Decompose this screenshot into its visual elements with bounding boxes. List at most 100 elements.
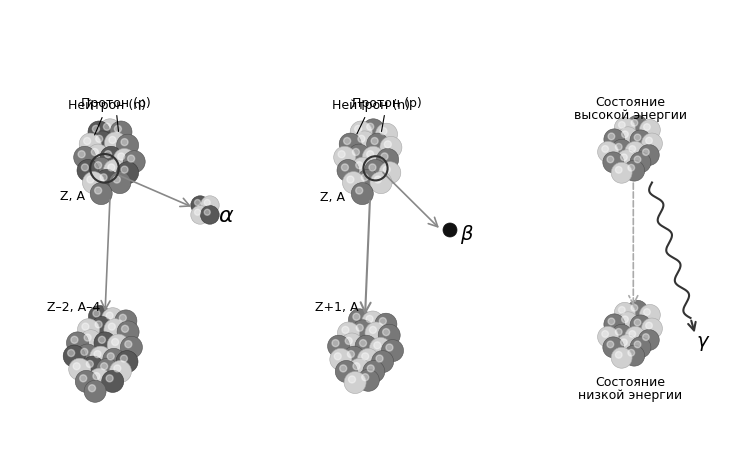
Circle shape (386, 344, 393, 351)
Circle shape (611, 162, 632, 183)
Circle shape (107, 353, 114, 360)
Circle shape (634, 134, 640, 141)
Circle shape (352, 320, 374, 342)
Circle shape (631, 119, 638, 126)
Circle shape (204, 200, 210, 205)
Text: Нейтрон (n): Нейтрон (n) (68, 99, 146, 135)
Circle shape (106, 312, 113, 319)
Circle shape (104, 132, 127, 154)
Circle shape (115, 310, 137, 332)
Circle shape (116, 351, 138, 372)
Circle shape (94, 332, 116, 354)
Circle shape (87, 144, 109, 166)
Circle shape (374, 176, 382, 183)
Circle shape (359, 339, 367, 346)
Circle shape (337, 160, 359, 182)
Circle shape (374, 342, 381, 349)
Circle shape (115, 126, 122, 133)
Circle shape (376, 355, 383, 362)
Circle shape (352, 149, 359, 156)
Circle shape (81, 348, 88, 355)
Circle shape (628, 349, 634, 356)
Circle shape (646, 137, 652, 144)
Circle shape (362, 119, 384, 141)
Circle shape (338, 151, 345, 158)
Circle shape (362, 174, 368, 181)
Circle shape (94, 162, 102, 169)
Circle shape (117, 321, 139, 343)
Circle shape (119, 314, 126, 321)
Circle shape (82, 323, 89, 330)
Circle shape (342, 327, 349, 333)
Circle shape (128, 155, 135, 162)
Circle shape (604, 129, 625, 150)
Circle shape (347, 176, 354, 183)
Circle shape (109, 136, 116, 143)
Circle shape (347, 351, 355, 358)
Circle shape (86, 361, 93, 368)
Circle shape (78, 151, 86, 158)
Circle shape (351, 183, 374, 204)
Circle shape (362, 374, 369, 381)
Circle shape (641, 133, 662, 154)
Circle shape (624, 345, 645, 366)
Circle shape (330, 348, 352, 371)
Circle shape (620, 154, 627, 160)
Circle shape (598, 327, 619, 347)
Circle shape (383, 166, 390, 173)
Circle shape (357, 169, 379, 192)
Circle shape (68, 349, 75, 356)
Circle shape (369, 164, 376, 171)
Circle shape (644, 309, 650, 315)
Circle shape (348, 144, 370, 166)
Circle shape (118, 153, 124, 160)
Circle shape (95, 321, 102, 328)
Text: β: β (460, 226, 472, 244)
Circle shape (350, 121, 372, 143)
Circle shape (194, 200, 200, 205)
Text: высокой энергии: высокой энергии (574, 109, 686, 122)
Circle shape (598, 142, 619, 162)
Text: α: α (218, 205, 232, 226)
Circle shape (629, 330, 636, 337)
Circle shape (334, 353, 341, 360)
Circle shape (370, 327, 376, 333)
Circle shape (121, 166, 128, 173)
Circle shape (91, 317, 112, 338)
Circle shape (366, 315, 374, 322)
Circle shape (88, 121, 110, 143)
Circle shape (63, 345, 86, 367)
Circle shape (339, 133, 362, 155)
Circle shape (602, 145, 608, 152)
Circle shape (355, 126, 362, 133)
Circle shape (353, 131, 376, 153)
Circle shape (88, 305, 110, 328)
Circle shape (328, 335, 350, 357)
Circle shape (646, 322, 652, 329)
Circle shape (625, 142, 646, 162)
Circle shape (640, 304, 660, 325)
Circle shape (353, 313, 360, 320)
Circle shape (384, 141, 392, 148)
Circle shape (630, 152, 651, 173)
Circle shape (380, 318, 386, 325)
Circle shape (332, 339, 339, 346)
Circle shape (77, 160, 99, 182)
Text: Z–2, A–4: Z–2, A–4 (47, 301, 100, 314)
Circle shape (84, 334, 92, 341)
Circle shape (643, 149, 650, 155)
Circle shape (353, 362, 360, 370)
Circle shape (608, 133, 615, 140)
Circle shape (204, 209, 210, 215)
Circle shape (343, 346, 365, 368)
Circle shape (630, 130, 651, 151)
Circle shape (80, 375, 87, 382)
Circle shape (370, 172, 392, 194)
Circle shape (625, 327, 646, 347)
Circle shape (627, 300, 648, 321)
Circle shape (604, 314, 625, 335)
Circle shape (92, 131, 113, 153)
Circle shape (69, 358, 91, 380)
Circle shape (379, 162, 400, 184)
Circle shape (608, 318, 615, 325)
